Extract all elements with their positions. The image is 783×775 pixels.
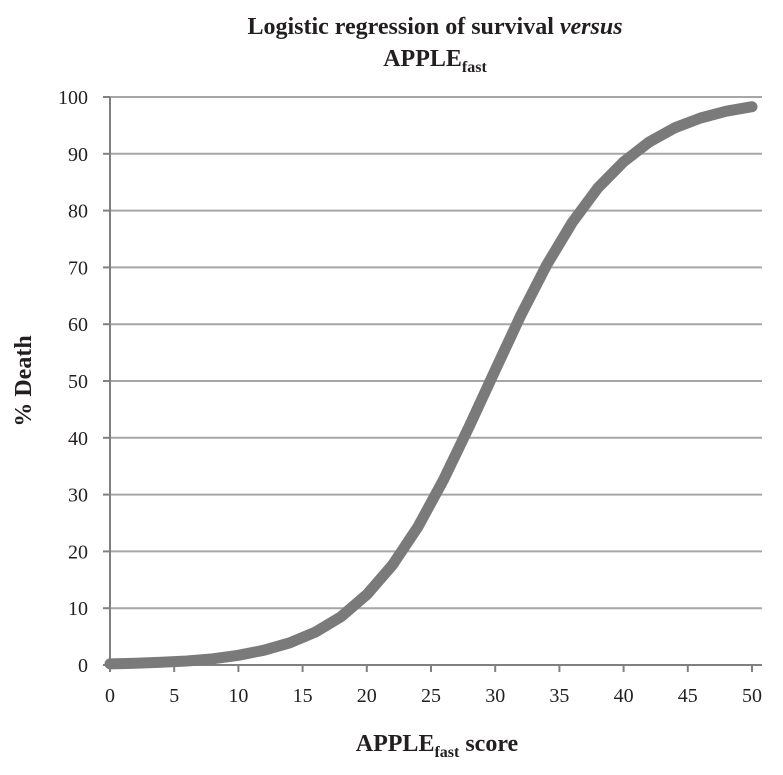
y-tick-label: 70 (68, 257, 88, 279)
x-axis-label: APPLEfast score (356, 731, 519, 761)
x-tick-label: 40 (614, 685, 634, 707)
x-tick-label: 15 (293, 685, 313, 707)
y-tick-label: 50 (68, 371, 88, 393)
death-probability-curve (104, 101, 758, 670)
x-tick-labels: 0 5 10 15 20 25 30 35 40 45 50 (105, 665, 762, 707)
x-axis-label-main: APPLE (356, 731, 435, 757)
chart-title-line1: Logistic regression of survival versus (247, 14, 622, 40)
y-tick-label: 60 (68, 314, 88, 336)
y-axis-label: % Death (11, 335, 37, 426)
y-tick-label: 20 (68, 541, 88, 563)
x-tick-label: 0 (105, 685, 115, 707)
x-tick-label: 30 (485, 685, 505, 707)
y-tick-label: 0 (78, 655, 88, 677)
x-tick-label: 35 (549, 685, 569, 707)
y-tick-label: 90 (68, 144, 88, 166)
x-tick-label: 10 (228, 685, 248, 707)
chart-title-main-text: Logistic regression of survival (247, 14, 559, 40)
y-tick-labels: 0 10 20 30 40 50 60 70 80 90 100 (58, 87, 110, 677)
x-tick-label: 25 (421, 685, 441, 707)
chart-title-apple-text: APPLE (383, 46, 462, 72)
x-axis-label-suffix: score (459, 731, 518, 757)
y-tick-label: 30 (68, 485, 88, 507)
chart-title-line2: APPLEfast (383, 46, 487, 76)
x-tick-label: 50 (742, 685, 762, 707)
x-tick-label: 45 (678, 685, 698, 707)
y-tick-label: 10 (68, 598, 88, 620)
x-tick-label: 5 (169, 685, 179, 707)
y-tick-label: 80 (68, 201, 88, 223)
y-tick-label: 40 (68, 428, 88, 450)
chart-title-subscript: fast (462, 59, 488, 76)
chart-title-italic-text: versus (560, 14, 623, 40)
x-tick-label: 20 (357, 685, 377, 707)
x-axis-label-subscript: fast (434, 744, 460, 761)
gridlines (110, 96, 762, 610)
y-tick-label: 100 (58, 87, 88, 109)
